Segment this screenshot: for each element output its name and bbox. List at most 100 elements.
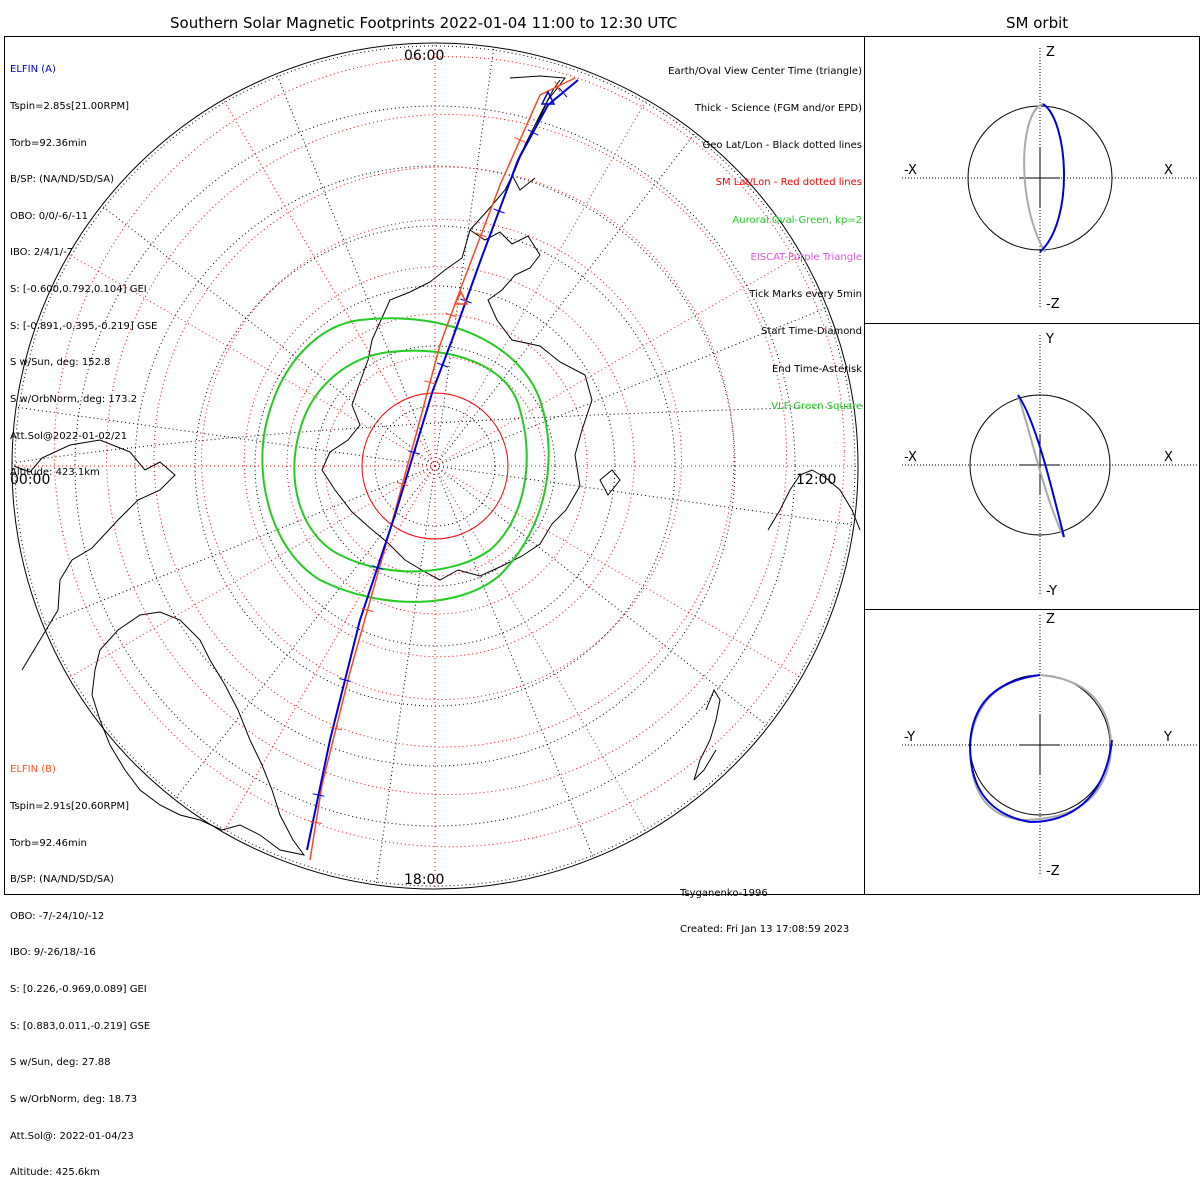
probe-a-line: S w/OrbNorm, deg: 173.2 bbox=[10, 393, 138, 405]
orbit-frame-xz bbox=[864, 36, 1200, 324]
probe-a-tick bbox=[558, 87, 568, 98]
new-zealand-coast bbox=[693, 688, 721, 781]
geo-lon-line bbox=[434, 465, 775, 732]
sm-lon-line bbox=[434, 84, 656, 467]
hour-label-12: 12:00 bbox=[796, 472, 836, 488]
australia-coast bbox=[91, 611, 306, 856]
probe-a-line: Altitude: 423.1km bbox=[10, 467, 100, 479]
auroral-oval bbox=[261, 317, 550, 603]
legend-item: End Time-Asterisk bbox=[771, 363, 862, 375]
probe-b-tick bbox=[330, 726, 342, 731]
orbit-axis-label-top: Z bbox=[1046, 45, 1055, 60]
legend: Earth/Oval View Center Time (triangle) T… bbox=[668, 41, 862, 438]
probe-b-line: IBO: 9/-26/18/-16 bbox=[10, 947, 96, 959]
probe-b-line: Att.Sol@: 2022-01-04/23 bbox=[10, 1130, 134, 1142]
main-title: Southern Solar Magnetic Footprints 2022-… bbox=[170, 14, 678, 32]
probe-b-line: S: [0.883,0.011,-0.219] GSE bbox=[10, 1020, 151, 1032]
probe-b-center-triangle bbox=[453, 290, 469, 305]
legend-item: Earth/Oval View Center Time (triangle) bbox=[668, 65, 862, 77]
orbit-frame-xy bbox=[864, 323, 1200, 610]
orbit-trace-a bbox=[1039, 103, 1065, 253]
probe-b-line: B/SP: (NA/ND/SD/SA) bbox=[10, 874, 114, 886]
orbit-trace-a bbox=[1017, 394, 1065, 538]
probe-b-tick bbox=[361, 607, 374, 613]
probe-a-line: Att.Sol@2022-01-02/21 bbox=[10, 430, 128, 442]
orbit-axis-label-right: X bbox=[1164, 163, 1173, 178]
sm-lat-circle bbox=[153, 166, 735, 748]
legend-item: Auroral Oval-Green, kp=2 bbox=[732, 214, 862, 226]
sm-latlon-grid bbox=[12, 43, 858, 889]
sm-lon-line bbox=[434, 465, 817, 687]
probe-b-tick bbox=[475, 232, 487, 238]
sm-lat-circle bbox=[106, 114, 787, 795]
orbit-panels: Z -Z -X X Y -Y -X X Z -Z -Y Y bbox=[902, 45, 1200, 879]
probe-a-line: S: [-0.600,0.792,0.104] GEI bbox=[10, 284, 147, 296]
orbit-axis-label-top: Z bbox=[1046, 612, 1055, 627]
probe-b-line: S w/Sun, deg: 27.88 bbox=[10, 1057, 111, 1069]
orbit-axis-label-right: Y bbox=[1163, 730, 1172, 745]
sm-lon-line bbox=[434, 245, 817, 467]
hour-label-06: 06:00 bbox=[404, 48, 444, 64]
probe-a-line: OBO: 0/0/-6/-11 bbox=[10, 210, 88, 222]
probe-a-name: ELFIN (A) bbox=[10, 64, 56, 76]
south-america-coast bbox=[509, 75, 566, 191]
legend-item: EISCAT-Purple Triangle bbox=[750, 251, 863, 263]
sm-lat-circle bbox=[201, 219, 682, 700]
orbit-panel: Y -Y -X X bbox=[902, 332, 1200, 599]
geo-lon-line bbox=[434, 465, 597, 865]
sm-polar-cap bbox=[361, 392, 509, 540]
madagascar-coast bbox=[599, 469, 621, 496]
orbit-frame-yz bbox=[864, 609, 1200, 895]
probe-a-line: S: [-0.891,-0.395,-0.219] GSE bbox=[10, 320, 158, 332]
orbit-axis-label-right: X bbox=[1164, 450, 1173, 465]
probe-b-tick bbox=[396, 481, 409, 487]
orbit-title: SM orbit bbox=[1006, 14, 1069, 32]
probe-a-tick bbox=[408, 450, 420, 455]
oval-outer bbox=[261, 317, 550, 603]
probe-a-line: IBO: 2/4/1/-7 bbox=[10, 247, 74, 259]
probe-a-tick bbox=[371, 565, 384, 570]
probe-b-info: ELFIN (B) Tspin=2.91s[20.60RPM] Torb=92.… bbox=[10, 740, 150, 1204]
sm-lon-line bbox=[214, 465, 436, 848]
orbit-axis-label-bottom: -Z bbox=[1046, 297, 1060, 312]
sm-lat-circle bbox=[286, 313, 588, 615]
orbit-axis-label-left: -Y bbox=[904, 730, 915, 745]
probe-a-line: Tspin=2.85s[21.00RPM] bbox=[10, 101, 130, 113]
probe-b-line: Altitude: 425.6km bbox=[10, 1167, 100, 1179]
plot-canvas: 06:00 00:00 12:00 18:00 Z -Z -X X Y -Y -X X Z -Z -… bbox=[4, 36, 1200, 895]
probe-b-tick bbox=[309, 821, 323, 824]
probe-b-tick bbox=[514, 137, 526, 143]
geo-lon-line bbox=[374, 465, 436, 889]
orbit-axis-label-bottom: -Z bbox=[1046, 864, 1060, 879]
sm-lat-circle bbox=[243, 266, 635, 658]
probe-a-center-triangle bbox=[540, 90, 556, 105]
probe-a-tick bbox=[339, 678, 351, 682]
probe-a-line: B/SP: (NA/ND/SD/SA) bbox=[10, 174, 114, 186]
antarctica-coast bbox=[321, 229, 593, 581]
probe-b-tick bbox=[445, 312, 457, 318]
legend-item: SM Lat/Lon - Red dotted lines bbox=[715, 177, 862, 189]
probe-b-track bbox=[309, 77, 576, 861]
orbit-panel: Z -Z -X X bbox=[902, 45, 1200, 312]
sm-lat-circle bbox=[324, 355, 546, 577]
sm-lon-line bbox=[53, 465, 436, 687]
probe-a-line: S w/Sun, deg: 152.8 bbox=[10, 357, 111, 369]
probe-b-line: Tspin=2.91s[20.60RPM] bbox=[10, 801, 130, 813]
orbit-axis-label-left: -X bbox=[904, 450, 917, 465]
legend-item: Geo Lat/Lon - Black dotted lines bbox=[702, 140, 862, 152]
sm-lon-line bbox=[434, 465, 656, 848]
credit: Tsyganenko-1996 Created: Fri Jan 13 17:0… bbox=[680, 864, 849, 960]
orbit-trace-a bbox=[968, 674, 1113, 824]
south-america-tip bbox=[767, 469, 861, 531]
probe-b-line: Torb=92.46min bbox=[10, 837, 87, 849]
probe-a-track bbox=[306, 79, 579, 851]
sm-lon-line bbox=[214, 84, 436, 467]
oval-inner bbox=[293, 349, 528, 573]
orbit-axis-label-top: Y bbox=[1045, 332, 1054, 347]
legend-item: VLF-Green Square bbox=[771, 400, 862, 412]
footprint-plot-page: Southern Solar Magnetic Footprints 2022-… bbox=[4, 14, 1200, 1178]
probe-b-tick bbox=[554, 80, 561, 93]
probe-b-tick bbox=[424, 380, 436, 385]
orbit-trace-shadow bbox=[1017, 394, 1065, 538]
probe-a-tick bbox=[436, 362, 449, 368]
